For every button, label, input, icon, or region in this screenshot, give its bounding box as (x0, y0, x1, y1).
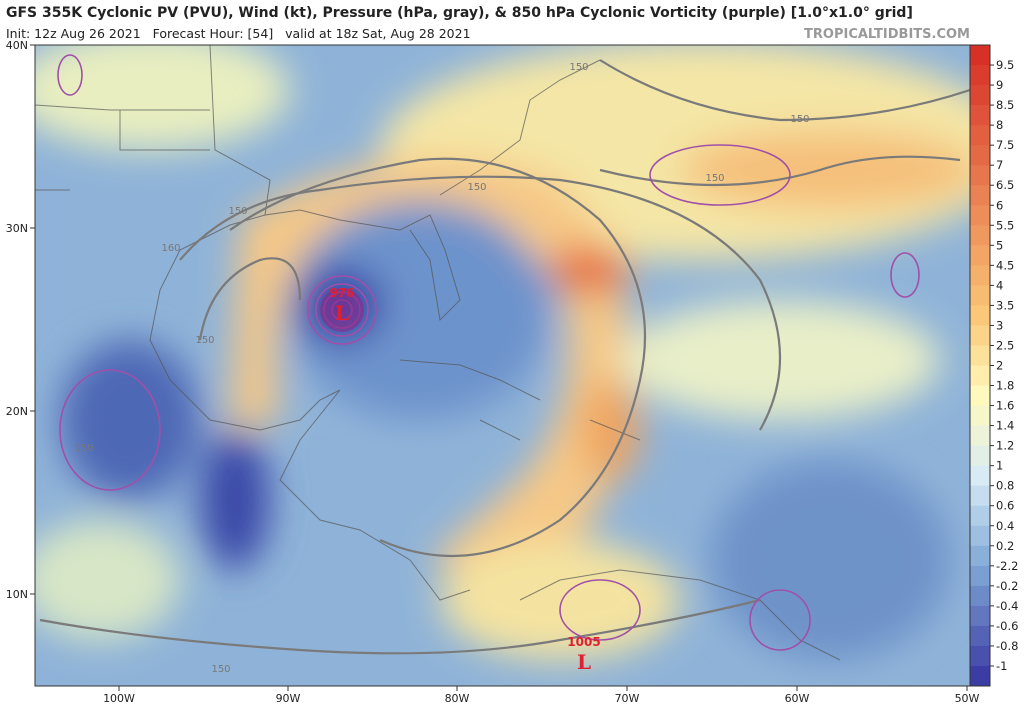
colorbar-label: -1 (996, 659, 1007, 673)
colorbar-segment (970, 505, 990, 527)
colorbar-label: 2.5 (996, 338, 1014, 352)
colorbar-label: 5.5 (996, 218, 1014, 232)
colorbar-label: -0.4 (996, 599, 1018, 613)
colorbar-segment (970, 365, 990, 387)
colorbar-label: 8.5 (996, 98, 1014, 112)
colorbar-segment (970, 125, 990, 146)
colorbar-segment (970, 325, 990, 346)
colorbar-label: 9.5 (996, 58, 1014, 72)
colorbar-label: 4 (996, 278, 1003, 292)
lon-label: 70W (615, 692, 640, 705)
coastlines (35, 45, 841, 661)
colorbar-segment (970, 525, 990, 547)
colorbar-label: 0.6 (996, 499, 1014, 513)
lat-label: 10N (6, 588, 28, 601)
lon-label: 100W (103, 692, 135, 705)
contour-label: 150 (228, 206, 247, 217)
lon-label: 90W (276, 692, 301, 705)
colorbar-segment (970, 665, 990, 687)
colorbar-label: 0.8 (996, 479, 1014, 493)
colorbar-label: -2.2 (996, 559, 1018, 573)
colorbar-segment (970, 465, 990, 487)
colorbar-segment (970, 85, 990, 106)
low-pressure-value: 1005 (567, 635, 600, 649)
low-symbol: L (335, 301, 349, 325)
colorbar-segment (970, 65, 990, 86)
colorbar-label: 5 (996, 238, 1003, 252)
colorbar-frame (969, 44, 991, 687)
colorbar-segment (970, 545, 990, 567)
colorbar-segment (970, 425, 990, 447)
colorbar-label: 1.8 (996, 379, 1014, 393)
colorbar-segment (970, 445, 990, 467)
lon-label: 50W (955, 692, 980, 705)
colorbar-segment (970, 165, 990, 186)
low-symbol: L (577, 650, 591, 674)
site-credit: TROPICALTIDBITS.COM (804, 27, 970, 42)
colorbar-segment (970, 605, 990, 627)
colorbar-label: 4.5 (996, 258, 1014, 272)
colorbar-label: 8 (996, 118, 1003, 132)
colorbar-segment (970, 265, 990, 286)
colorbar-segment (970, 45, 990, 66)
pressure-contours (39, 59, 970, 655)
contour-label: 150 (569, 62, 588, 73)
colorbar-segment (970, 385, 990, 407)
colorbar-segment (970, 405, 990, 427)
colorbar-label: -0.8 (996, 639, 1018, 653)
colorbar-segment (970, 565, 990, 587)
colorbar-label: 2 (996, 359, 1003, 373)
title: GFS 355K Cyclonic PV (PVU), Wind (kt), P… (6, 5, 913, 21)
colorbar-segment (970, 305, 990, 326)
colorbar-label: 1.2 (996, 439, 1014, 453)
colorbar-segment (970, 625, 990, 647)
colorbar-segment (970, 205, 990, 226)
colorbar-label: 3 (996, 318, 1003, 332)
contour-label: 150 (211, 664, 230, 675)
colorbar-segment (970, 225, 990, 246)
colorbar-label: -0.2 (996, 579, 1018, 593)
colorbar-segment (970, 645, 990, 667)
colorbar-segment (970, 145, 990, 166)
vorticity-contours (57, 54, 920, 651)
lon-label: 80W (445, 692, 470, 705)
colorbar-label: 1 (996, 459, 1003, 473)
lat-label: 40N (6, 39, 28, 52)
colorbar-label: 7.5 (996, 138, 1014, 152)
colorbar-label: 1.6 (996, 399, 1014, 413)
colorbar-label: 6.5 (996, 178, 1014, 192)
colorbar-segment (970, 285, 990, 306)
lon-label: 60W (785, 692, 810, 705)
colorbar-segment (970, 585, 990, 607)
lat-label: 20N (6, 405, 28, 418)
contour-label: 150 (705, 173, 724, 184)
colorbar-label: 7 (996, 158, 1003, 172)
colorbar-label: 9 (996, 78, 1003, 92)
contour-label: 150 (74, 443, 93, 454)
contour-label: 150 (790, 114, 809, 125)
low-pressure-value: 976 (329, 286, 354, 300)
colorbar-segment (970, 105, 990, 126)
colorbar-label: 0.2 (996, 539, 1014, 553)
colorbar-label: 3.5 (996, 298, 1014, 312)
colorbar-label: 6 (996, 198, 1003, 212)
colorbar-segment (970, 345, 990, 366)
cyclone-core (320, 288, 364, 332)
colorbar-segment (970, 185, 990, 206)
colorbar-segment (970, 245, 990, 266)
subtitle: Init: 12z Aug 26 2021 Forecast Hour: [54… (6, 26, 471, 41)
lat-label: 30N (6, 222, 28, 235)
contour-label: 150 (467, 182, 486, 193)
colorbar-segment (970, 485, 990, 507)
contour-label: 150 (195, 335, 214, 346)
colorbar-label: 1.4 (996, 419, 1014, 433)
contour-label: 160 (161, 243, 180, 254)
colorbar-label: 0.4 (996, 519, 1014, 533)
colorbar-label: -0.6 (996, 619, 1018, 633)
